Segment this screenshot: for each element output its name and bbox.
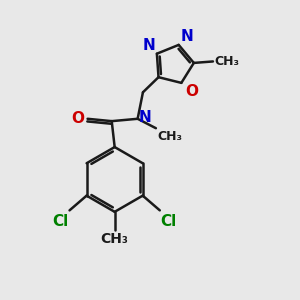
- Text: Cl: Cl: [52, 214, 69, 230]
- Text: N: N: [142, 38, 155, 52]
- Text: O: O: [185, 84, 198, 99]
- Text: CH₃: CH₃: [158, 130, 183, 143]
- Text: CH₃: CH₃: [215, 55, 240, 68]
- Text: N: N: [138, 110, 151, 125]
- Text: N: N: [181, 29, 193, 44]
- Text: CH₃: CH₃: [101, 232, 129, 246]
- Text: Cl: Cl: [161, 214, 177, 230]
- Text: O: O: [71, 111, 84, 126]
